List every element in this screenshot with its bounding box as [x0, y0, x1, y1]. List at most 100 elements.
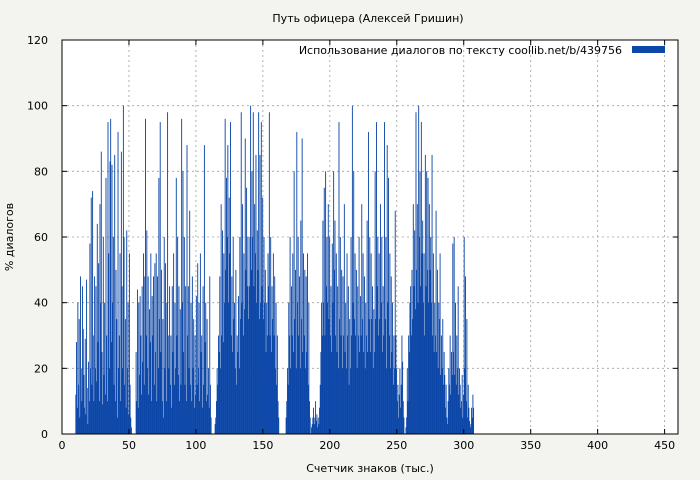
- bar: [216, 401, 217, 434]
- bar: [351, 335, 353, 434]
- bar: [307, 384, 309, 434]
- bar: [191, 401, 193, 434]
- bar: [297, 237, 299, 434]
- bar: [426, 269, 428, 434]
- bar: [160, 351, 162, 434]
- bar: [205, 401, 207, 434]
- x-axis-label: Счетчик знаков (тыс.): [306, 462, 434, 475]
- bar: [354, 253, 356, 434]
- bar: [300, 220, 302, 434]
- bar: [382, 351, 383, 434]
- bar: [323, 302, 325, 434]
- bar: [106, 335, 108, 434]
- bar: [250, 105, 252, 435]
- bar: [193, 319, 195, 434]
- bar: [335, 253, 337, 434]
- bar: [226, 237, 228, 434]
- bar: [393, 335, 395, 434]
- bar: [325, 286, 327, 434]
- bar: [118, 368, 120, 434]
- bar: [177, 374, 179, 434]
- bar: [369, 237, 371, 434]
- bar: [94, 276, 96, 434]
- legend-swatch: [632, 46, 665, 53]
- bar: [84, 338, 86, 434]
- bar: [258, 112, 260, 434]
- bar: [75, 394, 77, 434]
- bar: [453, 237, 455, 434]
- bar: [234, 368, 236, 434]
- bar: [216, 368, 218, 434]
- bar: [173, 384, 175, 434]
- bar: [234, 302, 235, 434]
- bar: [224, 118, 226, 435]
- bar: [105, 177, 107, 434]
- bar: [436, 269, 438, 434]
- bar: [106, 401, 108, 434]
- bar: [189, 210, 191, 434]
- bar: [268, 286, 270, 434]
- bar: [353, 319, 355, 434]
- bar: [459, 384, 461, 434]
- bar: [177, 237, 179, 434]
- bar: [157, 276, 158, 434]
- bar: [412, 319, 414, 434]
- bar: [228, 197, 230, 434]
- bar: [206, 319, 208, 434]
- bar: [149, 309, 150, 434]
- bar: [162, 319, 164, 434]
- bar: [433, 351, 435, 434]
- bar: [367, 351, 369, 434]
- bar: [372, 286, 373, 434]
- bar: [339, 319, 341, 434]
- bar: [473, 407, 475, 434]
- bar: [434, 302, 436, 434]
- bar: [232, 237, 234, 434]
- bar: [80, 276, 81, 434]
- bar: [444, 407, 446, 434]
- bar: [210, 417, 212, 434]
- bar: [309, 417, 311, 434]
- bar: [384, 319, 386, 434]
- bar: [126, 230, 128, 434]
- bar: [164, 368, 166, 434]
- bar: [89, 243, 91, 434]
- bar: [457, 368, 458, 434]
- chart-title: Путь офицера (Алексей Гришин): [272, 12, 463, 25]
- bar: [95, 286, 97, 434]
- bar: [128, 253, 130, 434]
- bar: [209, 384, 211, 434]
- bar: [364, 368, 366, 434]
- bar: [198, 302, 200, 434]
- bar: [345, 368, 347, 434]
- bar: [220, 204, 222, 434]
- bar: [235, 269, 237, 434]
- bar: [411, 269, 413, 434]
- bar: [183, 237, 185, 434]
- bar: [449, 384, 450, 434]
- bar: [102, 237, 104, 434]
- bar: [376, 122, 377, 434]
- bar: [471, 417, 473, 434]
- bar: [449, 335, 451, 434]
- bar: [459, 368, 460, 434]
- bar: [136, 289, 138, 434]
- bar: [215, 417, 217, 434]
- bar: [460, 407, 462, 434]
- bar: [329, 237, 331, 434]
- bar: [410, 286, 412, 434]
- x-tick-label: 300: [453, 439, 474, 452]
- bar: [273, 335, 275, 434]
- bar: [450, 394, 452, 434]
- bar: [394, 368, 396, 434]
- bar: [130, 427, 132, 434]
- bar: [86, 279, 88, 434]
- bar: [262, 197, 264, 434]
- bar: [244, 138, 246, 434]
- bar: [264, 269, 266, 434]
- bar: [224, 302, 225, 434]
- bar: [130, 417, 132, 434]
- bar: [78, 319, 80, 434]
- bar: [315, 401, 317, 434]
- bar: [396, 401, 398, 434]
